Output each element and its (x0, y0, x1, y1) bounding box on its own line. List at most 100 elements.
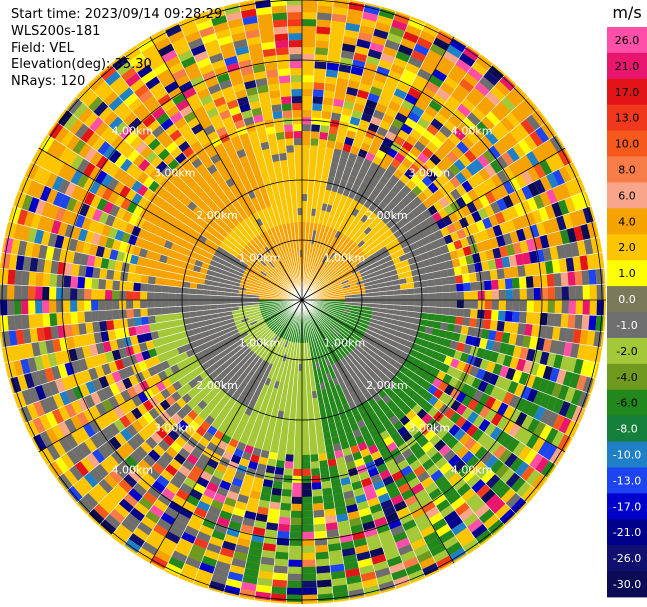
ray-gap (65, 299, 303, 492)
azimuth-spoke (38, 147, 303, 301)
instrument-label: WLS200s-181 (11, 24, 101, 39)
ray-gap (86, 299, 303, 516)
colorbar-tick-label: 6.0 (618, 189, 636, 202)
colorbar-swatch (607, 208, 647, 235)
ray-gap (301, 299, 596, 379)
ppi-radar-plot: 1.00km 1.00km 1.00km 1.00km 2.00km 2.00km 2.00… (0, 0, 606, 604)
ray-gap (301, 0, 319, 301)
ray-gap (301, 299, 539, 492)
ray-gap (65, 108, 303, 301)
colorbar-tick-label: 1.0 (618, 267, 636, 280)
ray-gap (75, 96, 303, 301)
ray-gap (254, 0, 303, 301)
ray-gap (301, 299, 412, 584)
range-ring-labels: 1.00km 1.00km 1.00km 1.00km 2.00km 2.00km 2.00… (112, 124, 493, 476)
ray-gap (301, 299, 574, 439)
ray-gap (301, 299, 494, 537)
ray-gap (301, 299, 518, 516)
ray-gap (30, 161, 303, 301)
ray-gap (301, 299, 441, 572)
ray-gap (301, 299, 586, 410)
range-label: 4.00km (451, 124, 493, 137)
ray-gap (55, 299, 303, 479)
colorbar-swatch (607, 415, 647, 442)
ray-gap (30, 299, 303, 439)
ray-gap (301, 10, 397, 301)
ray-gap (301, 134, 558, 301)
ray-gap (18, 299, 303, 410)
colorbar-swatch (607, 156, 647, 183)
ray-gap (301, 108, 539, 301)
ray-gap (1, 299, 303, 348)
ray-gap (4, 299, 303, 364)
ray-gap (301, 299, 426, 578)
ray-gap (301, 161, 574, 301)
nrays-label: NRays: 120 (11, 74, 86, 89)
ray-gap (301, 252, 603, 301)
ray-gap (301, 299, 549, 479)
ray-gap (8, 299, 303, 379)
ray-gap (223, 299, 303, 594)
ray-gap (285, 299, 303, 604)
ray-gap (254, 299, 303, 601)
colorbar-swatch (607, 545, 647, 572)
ray-gap (301, 16, 412, 301)
ray-gap (301, 299, 529, 504)
ray-gap (270, 0, 303, 301)
colorbar-tick-label: -10.0 (613, 449, 641, 462)
ray-gap (110, 299, 303, 537)
colorbar-swatch (607, 52, 647, 80)
colorbar-units: m/s (612, 3, 641, 22)
ray-gap (301, 299, 603, 348)
azimuth-spoke (301, 299, 455, 564)
colorbar-swatch (607, 78, 647, 106)
ray-gap (301, 299, 335, 603)
ray-gap (301, 63, 494, 301)
colorbar-tick-label: 0.0 (618, 293, 636, 306)
ray-gap (301, 0, 350, 301)
ray-gap (269, 299, 303, 603)
range-label: 3.00km (154, 167, 196, 180)
range-label: 4.00km (451, 464, 493, 477)
ray-gap (301, 176, 580, 301)
range-label: 2.00km (196, 209, 238, 222)
ray-gap (18, 190, 303, 301)
ray-gap (301, 299, 481, 547)
ray-gap (123, 299, 303, 547)
ray-gap (12, 205, 303, 301)
azimuth-spoke (38, 299, 303, 453)
azimuth-spoke (149, 36, 303, 301)
colorbar-tick-label: -1.0 (616, 319, 637, 332)
colorbar-swatch (607, 467, 647, 494)
ray-gap (207, 10, 303, 301)
ray-gap (192, 299, 303, 584)
ray-gap (301, 96, 529, 301)
colorbar-swatch (607, 182, 647, 209)
ray-gap (0, 299, 303, 333)
ray-gap (301, 73, 506, 301)
colorbar-tick-label: 21.0 (615, 60, 640, 73)
colorbar-tick-label: 13.0 (615, 112, 640, 125)
ray-gap (223, 6, 303, 301)
colorbar-swatch (607, 104, 647, 132)
range-label: 3.00km (409, 421, 451, 434)
colorbar-tick-label: 26.0 (615, 34, 640, 47)
ray-gap (301, 299, 606, 317)
ray-gap (301, 236, 600, 301)
start-time-label: Start time: 2023/09/14 09:28:29 (11, 7, 223, 22)
azimuth-spoke (301, 299, 566, 453)
ray-gap (12, 299, 303, 395)
ray-gap (301, 44, 468, 301)
range-label: 2.00km (366, 379, 408, 392)
ray-gap (301, 28, 441, 301)
ray-gap (301, 299, 506, 527)
ray-gap (301, 190, 586, 301)
ray-gap (136, 44, 303, 301)
ray-gap (301, 299, 580, 424)
azimuth-spoke (301, 36, 455, 301)
colorbar-swatch (607, 389, 647, 417)
ray-gap (110, 63, 303, 301)
ray-gap (98, 73, 303, 301)
ray-gap (163, 299, 303, 572)
